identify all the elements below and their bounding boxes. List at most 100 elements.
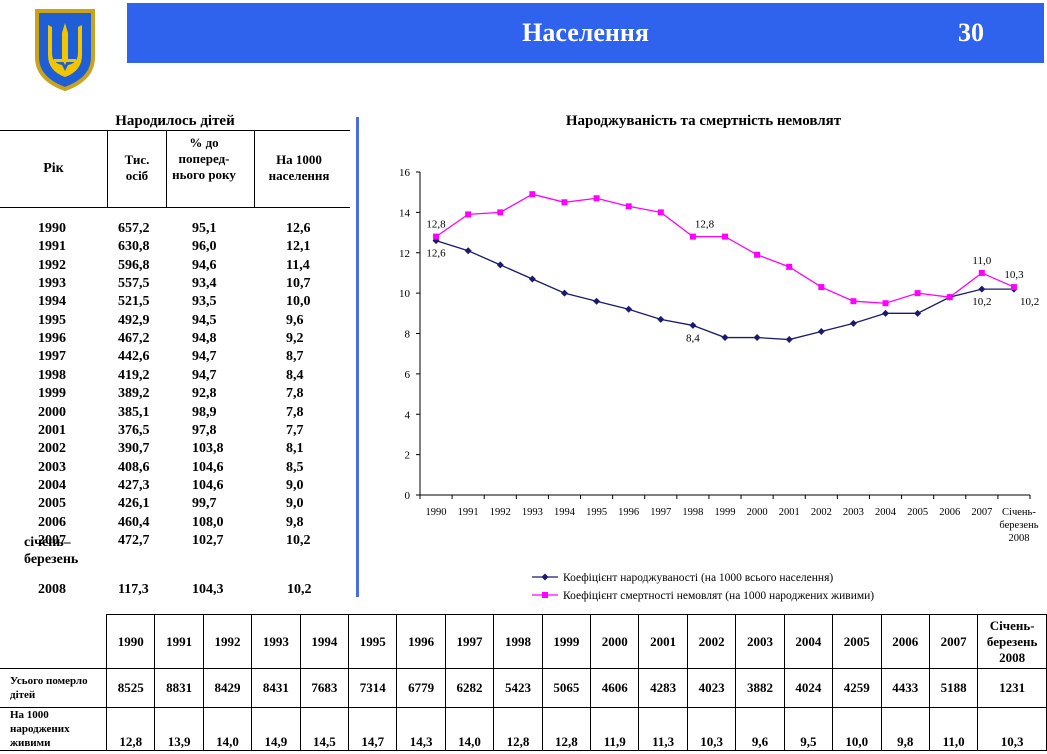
row-year: 1996: [38, 331, 66, 347]
rate-cell: 10,0: [832, 707, 882, 751]
header-bar: Населення 30: [127, 3, 1044, 63]
deaths-cell: 6779: [396, 668, 446, 708]
data-point-birthrate: [689, 321, 697, 329]
legend-marker-square: [542, 592, 548, 598]
col-divider: [254, 131, 255, 207]
rate-cell: 10,3: [977, 707, 1047, 751]
rate-cell: 12,8: [541, 707, 592, 751]
row-year: березень: [24, 552, 79, 567]
row-percent: 102,7: [192, 532, 224, 548]
x-tick-label: 1998: [682, 507, 703, 518]
rate-cell: 10,3: [686, 707, 737, 751]
deaths-cell: 5065: [541, 668, 592, 708]
row-per1000: 12,6: [286, 221, 311, 236]
deaths-cell: 7314: [348, 668, 398, 708]
rate-cell: 9,8: [880, 707, 930, 751]
data-point-mortality: [978, 269, 985, 276]
table-row: 2004 427,3 104,6 9,0: [0, 478, 350, 496]
row-percent: 97,8: [192, 422, 217, 438]
row-percent: 104,6: [192, 477, 224, 493]
table-row: 2002 390,7 103,8 8,1: [0, 441, 350, 459]
col-divider: [166, 131, 167, 207]
data-label: 8,4: [686, 332, 700, 344]
row-year: 1999: [38, 386, 66, 402]
table-row: 2006 460,4 108,0 9,8: [0, 515, 350, 533]
data-label: 10,3: [1004, 269, 1024, 281]
data-point-mortality: [625, 203, 632, 210]
data-point-mortality: [561, 199, 568, 206]
row-per1000: 12,1: [286, 239, 311, 255]
page-title: Населення: [522, 18, 649, 47]
series-line-2: [435, 193, 1015, 304]
data-point-mortality: [946, 294, 953, 301]
row-per1000: 8,4: [286, 367, 304, 383]
table-header-rule: [0, 207, 350, 208]
x-tick-label: березень: [999, 520, 1038, 531]
data-point-mortality: [529, 191, 536, 198]
year-header: 2005: [832, 614, 882, 669]
data-point-birthrate: [817, 327, 825, 335]
table-row: 2000 385,1 98,9 7,8: [0, 405, 350, 423]
x-tick-label: 2008: [1008, 533, 1029, 544]
x-tick-label: Січень-: [1002, 507, 1036, 518]
deaths-cell: 4023: [686, 668, 737, 708]
rate-cell: 9,6: [735, 707, 785, 751]
row-percent: 94,7: [192, 367, 217, 383]
data-point-birthrate: [560, 289, 568, 297]
rate-cell: 14,9: [251, 707, 301, 751]
rate-cell: 14,0: [444, 707, 495, 751]
row-thousands: 596,8: [118, 257, 150, 273]
legend-label: Коефіцієнт народжуваності (на 1000 всьог…: [563, 572, 833, 584]
y-tick-label: 16: [399, 167, 411, 179]
row-year: 1994: [38, 294, 66, 310]
row-percent: 103,8: [192, 441, 224, 457]
row-per1000: 10,2: [286, 532, 311, 548]
table-row: 2001 376,5 97,8 7,7: [0, 423, 350, 441]
table-row: 1995 492,9 94,5 9,6: [0, 313, 350, 331]
x-tick-label: 2006: [939, 507, 960, 518]
table-row: 1991 630,8 96,0 12,1: [0, 239, 350, 257]
row-year: 2008: [38, 582, 66, 597]
year-header: 1991: [154, 614, 204, 669]
data-point-mortality: [1010, 284, 1017, 291]
row-year: 2004: [38, 477, 66, 493]
x-tick-label: 2007: [971, 507, 992, 518]
y-tick-label: 0: [405, 490, 411, 502]
rate-cell: 11,0: [928, 707, 979, 751]
year-header: 1993: [251, 614, 301, 669]
row-year: 1995: [38, 312, 66, 328]
row-year: 1990: [38, 221, 66, 236]
x-tick-label: 2003: [843, 507, 864, 518]
row-year: 2000: [38, 404, 66, 420]
x-tick-label: 2001: [779, 507, 800, 518]
row-per1000: 7,8: [286, 386, 304, 402]
row-year: 2005: [38, 496, 66, 512]
y-tick-label: 6: [405, 369, 411, 381]
infant-mortality-table: 1990 1991 1992 1993 1994 1995 1996 1997 1998 1999…: [0, 614, 1047, 751]
row-year: 2002: [38, 441, 66, 457]
row-percent: 94,5: [192, 312, 217, 328]
row-year: 2006: [38, 514, 66, 530]
data-point-mortality: [722, 233, 728, 240]
deaths-cell: 4433: [880, 668, 930, 708]
row-thousands: 472,7: [118, 532, 150, 548]
col-divider: [107, 131, 108, 207]
births-table-title: Народилось дітей: [115, 113, 235, 129]
data-point-birthrate: [849, 319, 857, 327]
data-point-birthrate: [914, 309, 922, 317]
rate-cell: 14,3: [396, 707, 446, 751]
data-label: 10,2: [972, 296, 991, 308]
x-tick-label: 2002: [811, 507, 832, 518]
row-per1000: 10,0: [286, 294, 311, 310]
y-tick-label: 12: [399, 248, 410, 260]
row-percent: 104,6: [192, 459, 224, 475]
data-point-birthrate: [528, 275, 536, 283]
row-year: 1998: [38, 367, 66, 383]
row-percent: 93,5: [192, 294, 217, 310]
deaths-cell: 4283: [638, 668, 688, 708]
row-year: 1991: [38, 239, 66, 255]
data-point-mortality: [657, 209, 664, 216]
data-point-birthrate: [625, 305, 633, 313]
data-point-mortality: [850, 298, 857, 305]
x-tick-label: 1997: [650, 507, 671, 518]
